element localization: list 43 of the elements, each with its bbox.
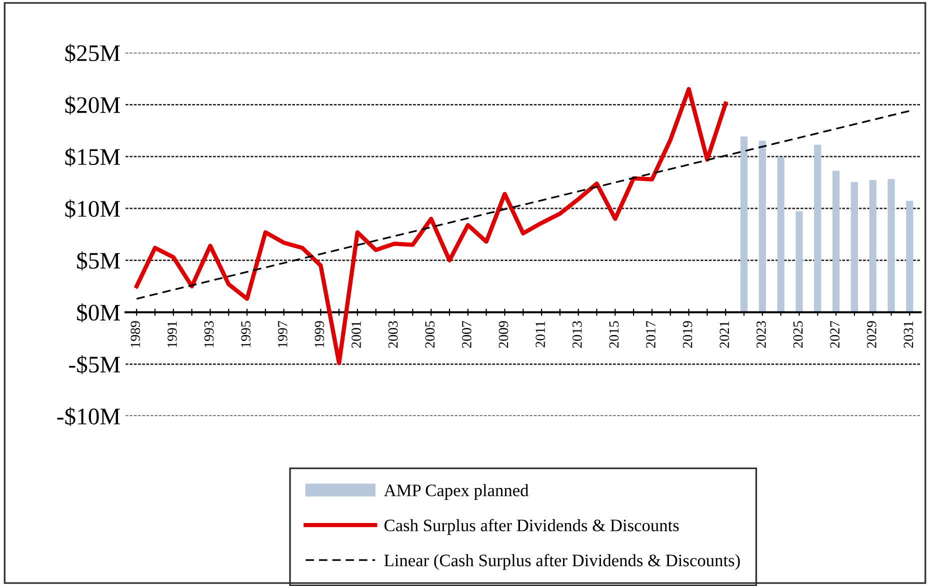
bar bbox=[814, 144, 822, 313]
y-tick-label: $15M bbox=[65, 148, 120, 167]
y-tick-label: $20M bbox=[65, 96, 120, 115]
y-tick-label: -$5M bbox=[69, 355, 120, 374]
bar bbox=[777, 157, 784, 313]
x-tick-label: 2013 bbox=[572, 321, 582, 348]
legend-label: Linear (Cash Surplus after Dividends & Discounts) bbox=[384, 554, 740, 570]
bar bbox=[850, 182, 858, 313]
x-tick-label: 2003 bbox=[388, 321, 398, 348]
x-tick-label: 1995 bbox=[241, 321, 251, 348]
x-tick-label: 1997 bbox=[278, 320, 288, 348]
x-tick-label: 2009 bbox=[498, 321, 508, 348]
x-tick-label: 2031 bbox=[904, 321, 914, 348]
bar bbox=[796, 211, 803, 313]
x-tick-label: 2007 bbox=[462, 320, 472, 348]
bar bbox=[832, 170, 840, 313]
x-tick-label: 2019 bbox=[682, 321, 692, 348]
x-tick-label: 1991 bbox=[168, 321, 177, 348]
legend-label: Cash Surplus after Dividends & Discounts bbox=[384, 518, 679, 535]
legend-label: AMP Capex planned bbox=[384, 484, 529, 500]
x-tick-label: 1993 bbox=[204, 321, 214, 348]
y-tick-label: $10M bbox=[65, 200, 120, 218]
x-tick-label: 2001 bbox=[352, 321, 361, 348]
x-tick-label: 2025 bbox=[793, 321, 803, 348]
x-tick-label: 2021 bbox=[720, 321, 730, 348]
x-tick-label: 1999 bbox=[314, 321, 324, 348]
y-tick-label: $0M bbox=[77, 303, 120, 322]
x-tick-label: 2027 bbox=[830, 320, 840, 348]
x-tick-label: 2015 bbox=[609, 321, 619, 348]
y-tick-label: $5M bbox=[77, 251, 120, 270]
x-tick-label: 2029 bbox=[866, 321, 876, 348]
x-tick-label: 2023 bbox=[756, 321, 766, 348]
x-tick-label: 2005 bbox=[425, 321, 435, 348]
x-tick-label: 2017 bbox=[646, 320, 656, 348]
bar bbox=[758, 140, 766, 313]
x-tick-label: 1989 bbox=[130, 321, 140, 348]
bar bbox=[869, 180, 876, 313]
bar bbox=[740, 136, 748, 313]
bar bbox=[906, 200, 914, 313]
x-tick-label: 2011 bbox=[536, 321, 546, 348]
bar bbox=[888, 179, 895, 313]
y-tick-label: $25M bbox=[65, 44, 120, 63]
y-tick-label: -$10M bbox=[57, 407, 120, 426]
